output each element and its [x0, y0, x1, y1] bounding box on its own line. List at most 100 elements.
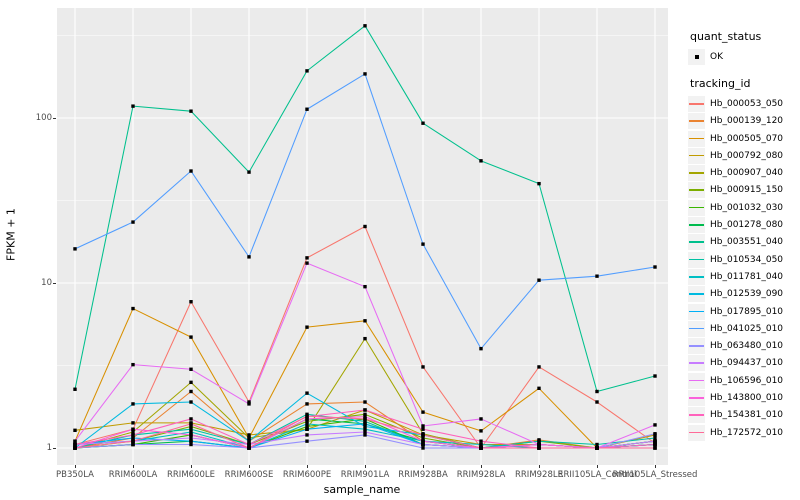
legend-key-box	[688, 424, 705, 441]
data-point	[595, 389, 599, 394]
legend-line-swatch	[689, 293, 704, 295]
legend-entry: Hb_094437_010	[688, 355, 800, 372]
data-point	[305, 424, 309, 429]
data-point	[73, 428, 77, 433]
data-point	[363, 427, 367, 431]
data-point	[189, 422, 193, 426]
legend-line-swatch	[689, 206, 704, 209]
legend-key-box	[688, 407, 705, 424]
data-point	[131, 436, 135, 440]
data-point	[189, 417, 193, 421]
data-point	[247, 255, 251, 259]
x-tick-mark	[248, 465, 250, 468]
legend-label: Hb_172572_010	[710, 427, 784, 438]
x-tick-mark	[74, 465, 76, 468]
legend-entry: Hb_154381_010	[688, 407, 800, 424]
x-tick-label: RRIM901LA	[340, 470, 390, 480]
data-point	[305, 427, 309, 431]
data-point	[421, 424, 425, 428]
data-point	[247, 400, 251, 404]
data-point	[363, 408, 367, 412]
plot-panel	[57, 8, 668, 465]
legend-key-box	[688, 165, 705, 182]
data-point	[363, 422, 367, 426]
legend-key-box	[688, 303, 705, 320]
legend-key-box	[688, 113, 705, 130]
data-point	[595, 274, 599, 278]
data-point	[537, 446, 541, 450]
legend-key-box	[688, 130, 705, 147]
legend-label: Hb_106596_010	[710, 375, 784, 386]
data-point	[363, 224, 367, 229]
legend-line-swatch	[689, 137, 704, 140]
data-point	[653, 432, 657, 436]
legend-label: Hb_017895_010	[710, 306, 784, 317]
data-point	[189, 300, 193, 304]
legend-key-box	[688, 355, 705, 372]
x-tick-mark	[190, 465, 192, 468]
legend-key-box	[688, 48, 705, 65]
legend-entry: Hb_000053_050	[688, 95, 800, 112]
legend-entry: Hb_001032_030	[688, 199, 800, 216]
data-point	[131, 442, 135, 447]
data-point	[363, 433, 367, 437]
legend-entry: Hb_000505_070	[688, 130, 800, 147]
x-tick-label: RRIM600SE	[224, 470, 274, 480]
data-point	[189, 439, 193, 443]
data-point	[189, 335, 193, 339]
y-tick-label: 100	[35, 113, 52, 123]
legend-line-swatch	[689, 431, 704, 434]
legend-label: Hb_001032_030	[710, 202, 784, 213]
data-point	[189, 424, 193, 429]
legend-entry: Hb_001278_080	[688, 216, 800, 234]
legend-line-swatch	[689, 345, 704, 347]
y-axis-title: FPKM + 1	[4, 208, 18, 261]
legend-entry: Hb_000915_150	[688, 182, 800, 199]
legend-line-swatch	[689, 172, 704, 174]
legend-key-box	[688, 234, 705, 251]
data-point	[363, 424, 367, 429]
data-point	[653, 436, 657, 440]
data-point	[595, 442, 599, 447]
legend-key-box	[688, 147, 705, 164]
data-point	[653, 374, 657, 378]
legend-line-swatch	[689, 414, 704, 416]
data-point	[363, 72, 367, 76]
legend-key-box	[688, 217, 705, 234]
data-point	[363, 319, 367, 323]
data-point	[479, 346, 483, 351]
data-point	[537, 181, 541, 186]
data-point	[363, 412, 367, 417]
data-point	[131, 362, 135, 367]
data-point	[363, 419, 367, 424]
legend-label: Hb_041025_010	[710, 323, 784, 334]
data-point	[305, 414, 309, 418]
legend-label: Hb_001278_080	[710, 220, 784, 231]
data-point	[479, 442, 483, 447]
data-point	[305, 422, 309, 426]
data-point	[247, 433, 251, 437]
data-point	[189, 109, 193, 113]
data-point	[247, 170, 251, 174]
data-point	[363, 400, 367, 404]
data-point	[305, 391, 309, 395]
data-point	[363, 24, 367, 28]
legend-entry: Hb_012539_090	[688, 286, 800, 303]
data-point	[653, 439, 657, 443]
legend-line-swatch	[689, 154, 704, 157]
legend-label: Hb_000053_050	[710, 98, 784, 109]
x-tick-mark	[422, 465, 424, 468]
legend-line-swatch	[689, 327, 704, 330]
data-point	[73, 446, 77, 450]
legend-entry: Hb_063480_010	[688, 337, 800, 355]
legend-entry: Hb_041025_010	[688, 320, 800, 337]
legend-line-swatch	[689, 120, 704, 122]
data-point	[363, 414, 367, 419]
legend-label: Hb_000907_040	[710, 168, 784, 179]
legend-line-swatch	[689, 241, 704, 243]
legend-entry: Hb_000139_120	[688, 113, 800, 130]
data-point	[305, 402, 309, 406]
data-point	[131, 427, 135, 431]
legend-entry: Hb_003551_040	[688, 234, 800, 251]
data-point	[73, 442, 77, 447]
